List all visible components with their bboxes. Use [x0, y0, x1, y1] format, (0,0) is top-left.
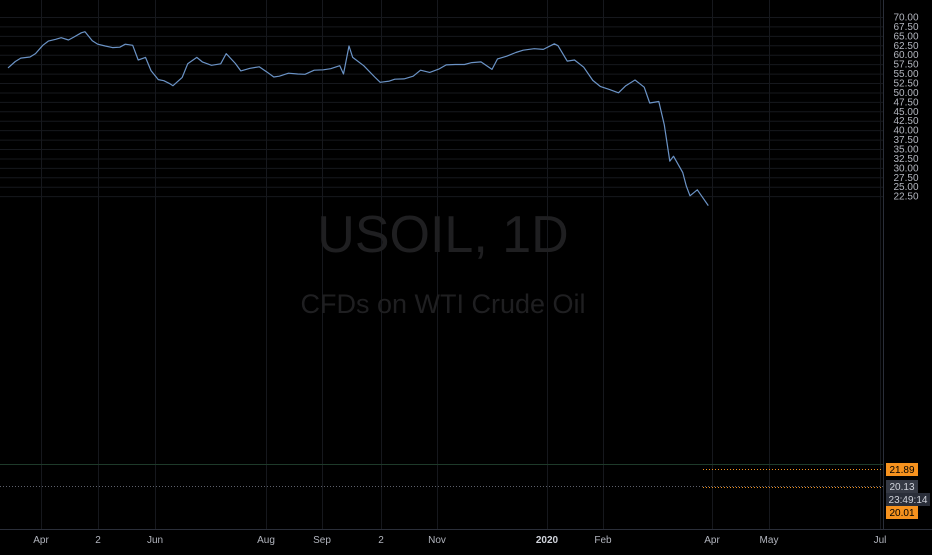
- y-tick-label: 52.50: [893, 79, 918, 90]
- low-price-tag: [886, 506, 918, 519]
- y-tick-label: 27.50: [893, 173, 918, 184]
- y-tick-label: 37.50: [893, 135, 918, 146]
- y-tick-label: 25.00: [893, 182, 918, 193]
- countdown-label: 23:49:14: [889, 495, 928, 506]
- watermark: USOIL, 1D CFDs on WTI Crude Oil: [300, 206, 585, 319]
- x-tick-label: Nov: [428, 535, 446, 546]
- y-tick-label: 35.00: [893, 145, 918, 156]
- y-tick-label: 55.00: [893, 69, 918, 80]
- current-price-tag: [886, 480, 918, 493]
- low-price-label: 20.01: [889, 508, 914, 519]
- y-tick-label: 32.50: [893, 154, 918, 165]
- x-tick-label: Sep: [313, 535, 331, 546]
- y-tick-label: 50.00: [893, 88, 918, 99]
- price-series-line: [7, 31, 709, 206]
- x-tick-label: 2: [95, 535, 101, 546]
- x-tick-label: Feb: [594, 535, 612, 546]
- y-tick-label: 30.00: [893, 163, 918, 174]
- y-tick-label: 60.00: [893, 50, 918, 61]
- y-tick-label: 65.00: [893, 31, 918, 42]
- x-tick-label: 2020: [536, 535, 559, 546]
- y-tick-label: 22.50: [893, 192, 918, 203]
- price-tags: 21.89 20.13 23:49:14 20.01: [886, 463, 930, 519]
- countdown-tag: [886, 493, 930, 506]
- x-tick-label: Apr: [704, 535, 720, 546]
- last-close-label: 21.89: [889, 465, 914, 476]
- y-tick-label: 40.00: [893, 126, 918, 137]
- last-close-tag: [886, 463, 918, 476]
- price-axis[interactable]: 70.0067.5065.0062.5060.0057.5055.0052.50…: [893, 13, 918, 203]
- y-tick-label: 45.00: [893, 107, 918, 118]
- series-layer: [7, 31, 709, 206]
- watermark-symbol: USOIL, 1D: [317, 206, 568, 264]
- y-tick-label: 70.00: [893, 13, 918, 24]
- x-tick-label: 2: [378, 535, 384, 546]
- watermark-description: CFDs on WTI Crude Oil: [300, 289, 585, 319]
- y-tick-label: 42.50: [893, 116, 918, 127]
- y-tick-label: 67.50: [893, 22, 918, 33]
- x-tick-label: Aug: [257, 535, 275, 546]
- x-tick-label: May: [760, 535, 779, 546]
- x-tick-label: Apr: [33, 535, 49, 546]
- time-axis[interactable]: Apr 2 Jun Aug Sep 2 Nov 2020 Feb Apr May Jul: [33, 535, 886, 546]
- x-tick-label: Jun: [147, 535, 163, 546]
- x-tick-label: Jul: [874, 535, 887, 546]
- y-tick-label: 47.50: [893, 97, 918, 108]
- axis-separators: [0, 0, 932, 530]
- grid-lines: [0, 0, 883, 529]
- current-price-label: 20.13: [889, 482, 914, 493]
- price-lines: [0, 464, 883, 488]
- y-tick-label: 62.50: [893, 41, 918, 52]
- y-tick-label: 57.50: [893, 60, 918, 71]
